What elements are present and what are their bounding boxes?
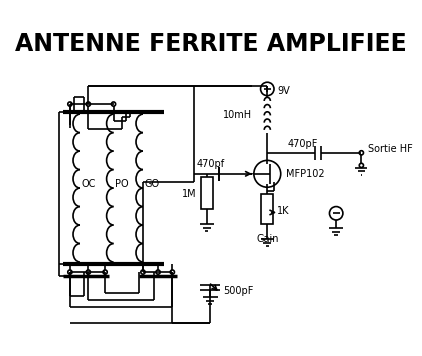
- Text: OC: OC: [81, 179, 96, 189]
- Text: MFP102: MFP102: [286, 169, 325, 179]
- Text: 1M: 1M: [182, 189, 197, 199]
- Text: 500pF: 500pF: [224, 286, 254, 295]
- Text: 10mH: 10mH: [223, 110, 252, 120]
- Bar: [261, 194, 273, 224]
- Bar: [201, 177, 213, 209]
- Text: 470pF: 470pF: [287, 140, 318, 150]
- Text: 9V: 9V: [277, 87, 290, 96]
- Text: Sortie HF: Sortie HF: [368, 143, 413, 153]
- Text: ANTENNE FERRITE AMPLIFIEE: ANTENNE FERRITE AMPLIFIEE: [15, 32, 407, 56]
- Text: 470pf: 470pf: [197, 159, 225, 169]
- Text: Gain: Gain: [256, 234, 279, 244]
- Text: 1K: 1K: [277, 206, 290, 216]
- Text: GO: GO: [145, 179, 160, 189]
- Text: PO: PO: [115, 179, 129, 189]
